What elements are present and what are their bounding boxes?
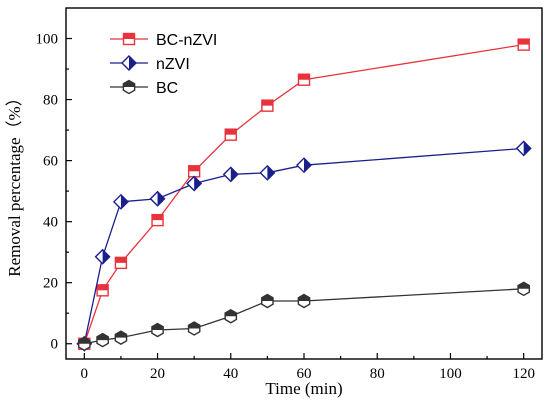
y-tick-label: 20 [43,276,58,292]
data-point [151,213,164,227]
series-line [83,147,524,344]
data-point [297,293,311,309]
data-point [114,256,128,270]
legend-item: BC [110,79,178,97]
data-point [261,293,274,309]
y-tick-label: 0 [51,337,59,353]
x-tick-label: 100 [439,366,462,382]
x-tick-label: 40 [223,366,238,382]
x-tick-label: 80 [370,366,385,382]
axis-ticks: 0 20 40 60 80 100 120 0 20 40 60 80 100 [36,32,535,382]
y-tick-label: 40 [43,215,58,231]
data-point [259,164,276,181]
y-tick-label: 80 [43,93,58,109]
data-point [297,73,311,86]
legend-item: BC-nZVI [110,32,217,49]
series-bc-nzvi [78,38,530,350]
legend-label: BC [156,80,178,97]
legend-marker [121,55,137,71]
x-tick-label: 60 [297,366,312,382]
data-point [517,281,531,297]
legend-label: BC-nZVI [156,32,217,49]
data-point [222,166,239,183]
series-layer [76,38,532,352]
data-point [151,322,164,338]
data-point [96,332,109,348]
x-tick-label: 20 [150,366,165,382]
data-point [224,128,237,141]
legend-label: nZVI [156,56,190,73]
legend-marker [122,32,136,46]
y-tick-label: 60 [43,154,58,170]
data-point [187,165,201,178]
data-point [296,157,312,174]
series-nzvi [76,140,532,352]
y-axis-title: Removal percentage（%） [5,89,24,276]
legend: BC-nZVI nZVI BC [110,32,217,97]
data-point [224,308,238,324]
data-point [515,140,532,157]
data-point [186,175,203,192]
data-point [114,330,128,345]
data-point [517,38,530,51]
data-point [149,190,166,207]
x-tick-label: 120 [512,366,535,382]
data-point [187,321,201,336]
series-bc [77,281,531,352]
data-point [96,284,109,297]
data-point [261,99,274,112]
y-tick-label: 100 [36,32,59,48]
data-point [77,336,91,352]
x-axis-title: Time (min) [265,379,342,398]
legend-item: nZVI [110,55,190,73]
legend-marker [122,79,136,95]
x-tick-label: 0 [81,366,89,382]
data-point [94,248,111,265]
data-point [112,193,129,210]
